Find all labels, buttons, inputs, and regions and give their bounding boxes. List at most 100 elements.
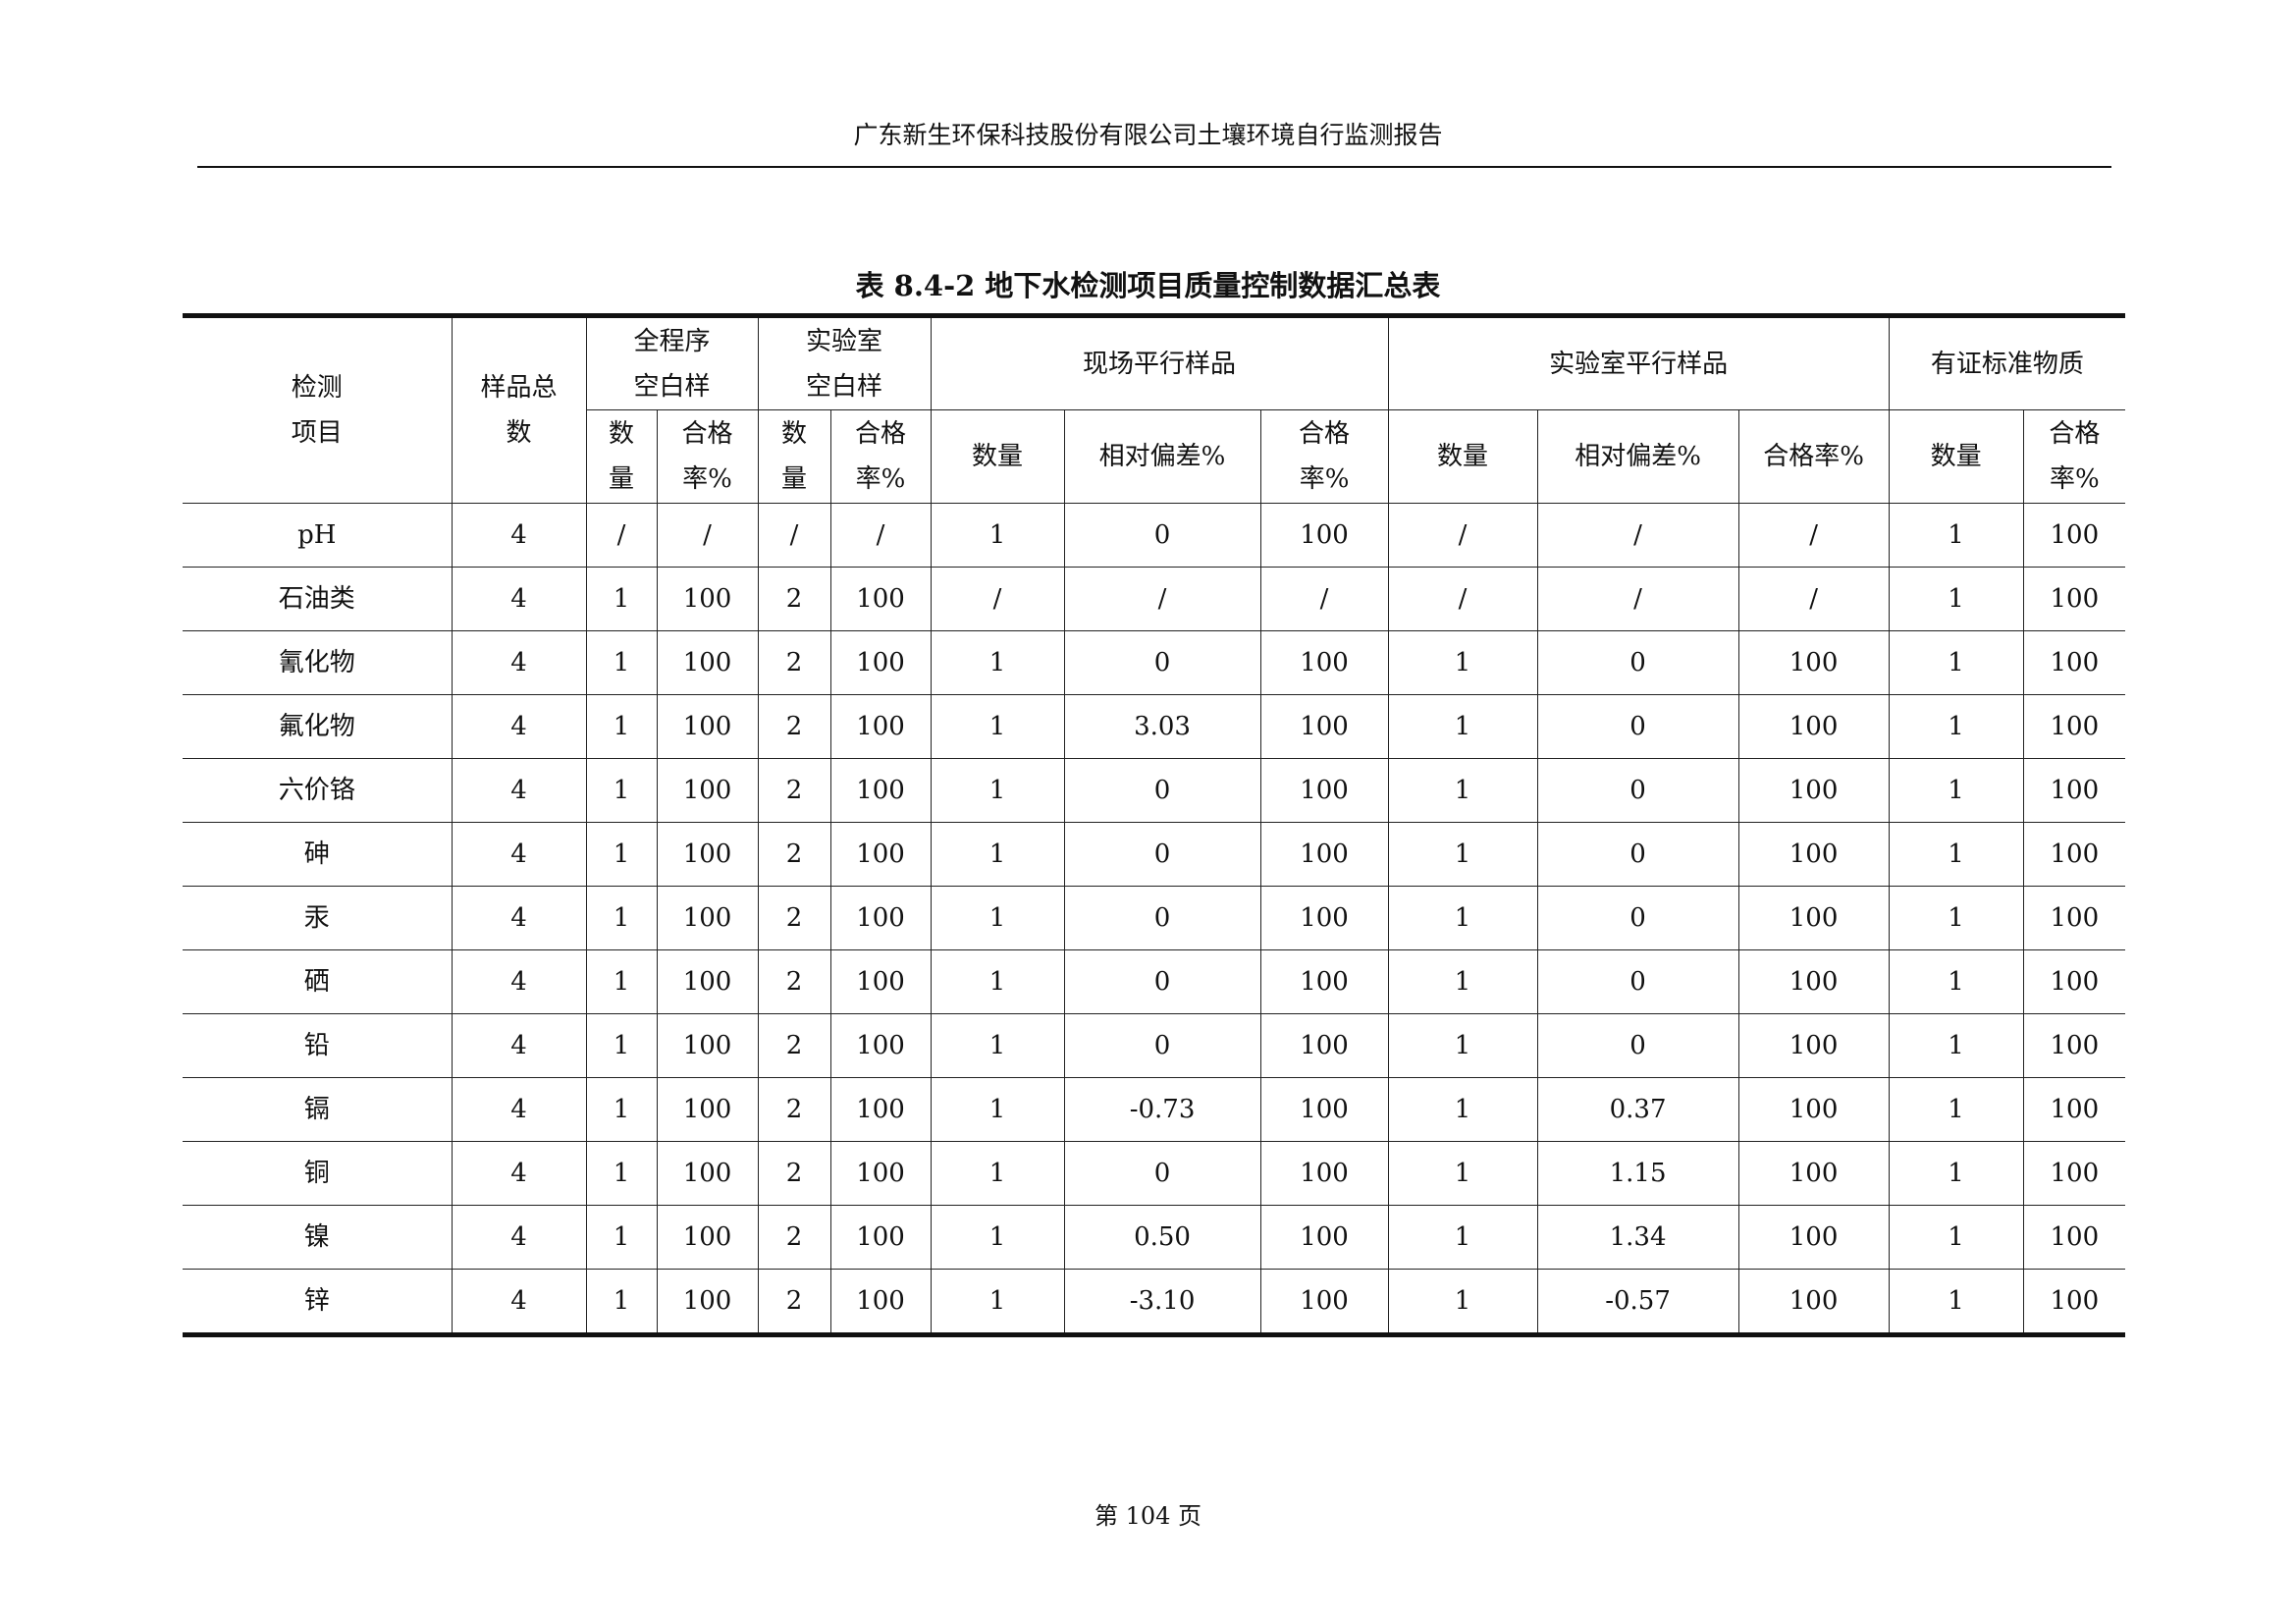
item-name-cell: 锌 (183, 1269, 453, 1335)
table-cell: 1 (930, 1077, 1065, 1142)
table-cell: -3.10 (1063, 1269, 1261, 1335)
table-cell: / (1387, 503, 1538, 568)
table-cell: 2 (757, 694, 831, 759)
table-cell: 1 (1387, 1077, 1538, 1142)
table-cell: 4 (451, 503, 587, 568)
subheader-cell: 合格率% (1259, 409, 1389, 504)
table-cell: 100 (1737, 886, 1890, 950)
table-cell: 100 (656, 758, 759, 823)
header-divider (197, 166, 2111, 168)
table-cell: 2 (757, 1013, 831, 1078)
table-row: 镍 4 1 100 2 100 1 0.50 100 1 1.34 100 1 100 (183, 1205, 2126, 1270)
table-cell: / (1737, 503, 1890, 568)
table-cell: 1 (1387, 1269, 1538, 1335)
table-cell: 100 (829, 1269, 932, 1335)
table-cell: 100 (829, 949, 932, 1014)
table-cell: 100 (2022, 630, 2126, 695)
table-cell: 100 (829, 694, 932, 759)
table-cell: 4 (451, 1269, 587, 1335)
table-cell: / (585, 503, 658, 568)
table-cell: 0 (1063, 949, 1261, 1014)
table-cell: 0 (1063, 1141, 1261, 1206)
table-cell: 1 (585, 630, 658, 695)
header-lab-parallel: 实验室平行样品 (1387, 315, 1890, 410)
table-cell: 1 (585, 567, 658, 631)
subheader-cell: 数量 (586, 409, 658, 504)
table-cell: 100 (2022, 1077, 2126, 1142)
table-cell: 1 (930, 1205, 1065, 1270)
table-cell: 0 (1536, 886, 1739, 950)
item-name-cell: 氰化物 (183, 630, 453, 695)
table-row: 六价铬 4 1 100 2 100 1 0 100 1 0 100 1 100 (183, 758, 2126, 823)
table-cell: 0 (1536, 949, 1739, 1014)
table-row: 氟化物 4 1 100 2 100 1 3.03 100 1 0 100 1 100 (183, 694, 2126, 759)
header-lab-blank: 实验室 空白样 (757, 315, 932, 410)
table-cell: 100 (1259, 822, 1389, 887)
table-cell: 0 (1063, 822, 1261, 887)
table-cell: 1 (585, 1141, 658, 1206)
table-cell: 100 (829, 758, 932, 823)
table-cell: 1 (930, 758, 1065, 823)
table-cell: 1 (930, 1269, 1065, 1335)
table-cell: 100 (1259, 1013, 1389, 1078)
header-sample-total: 样品总数 (451, 315, 587, 504)
table-cell: 1 (1888, 1205, 2024, 1270)
table-cell: 1.34 (1536, 1205, 1739, 1270)
table-cell: 100 (1737, 1269, 1890, 1335)
table-cell: 100 (1259, 1077, 1389, 1142)
item-name-cell: 石油类 (183, 567, 453, 631)
table-cell: 1 (585, 694, 658, 759)
table-cell: 100 (829, 1141, 932, 1206)
subheader-cell: 数量 (1888, 409, 2024, 504)
table-cell: 100 (656, 567, 759, 631)
table-cell: 100 (2022, 758, 2126, 823)
page-header: 广东新生环保科技股份有限公司土壤环境自行监测报告 (853, 121, 1443, 149)
table-cell: / (1737, 567, 1890, 631)
table-cell: 1 (1888, 1269, 2024, 1335)
table-cell: 1 (1387, 630, 1538, 695)
table-cell: 1 (930, 822, 1065, 887)
table-row: 硒 4 1 100 2 100 1 0 100 1 0 100 1 100 (183, 949, 2126, 1014)
subheader-cell: 合格率% (1737, 409, 1890, 504)
table-cell: 100 (1737, 1077, 1890, 1142)
item-name-cell: 汞 (183, 886, 453, 950)
table-cell: 100 (2022, 1269, 2126, 1335)
subheader-cell: 数量 (930, 409, 1065, 504)
table-cell: 100 (656, 694, 759, 759)
table-row: 石油类 4 1 100 2 100// / / //1 100 (183, 567, 2126, 631)
table-cell: 4 (451, 567, 587, 631)
table-cell: 1 (930, 949, 1065, 1014)
table-cell: 0 (1063, 886, 1261, 950)
table-cell: 0 (1063, 503, 1261, 568)
table-cell: 100 (829, 567, 932, 631)
table-cell: 1 (1888, 503, 2024, 568)
table-cell: 2 (757, 567, 831, 631)
table-cell: 100 (2022, 1013, 2126, 1078)
table-cell: 100 (1259, 886, 1389, 950)
table-cell: 100 (1737, 630, 1890, 695)
table-cell: 100 (829, 630, 932, 695)
item-name-cell: 氟化物 (183, 694, 453, 759)
table-cell: 100 (656, 630, 759, 695)
table-cell: 100 (829, 822, 932, 887)
table-cell: 4 (451, 822, 587, 887)
item-name-cell: pH (183, 503, 453, 568)
table-cell: 100 (656, 1141, 759, 1206)
table-cell: 4 (451, 1013, 587, 1078)
item-name-cell: 六价铬 (183, 758, 453, 823)
table-cell: 1 (1387, 1205, 1538, 1270)
page-number: 第 104 页 (1094, 1502, 1202, 1530)
table-row: 氰化物 4 1 100 2 100 1 0 100 1 0 100 1 100 (183, 630, 2126, 695)
subheader-cell: 相对偏差% (1536, 409, 1739, 504)
table-cell: 100 (829, 886, 932, 950)
table-cell: 100 (1737, 694, 1890, 759)
table-cell: 1 (585, 1013, 658, 1078)
table-cell: / (1536, 567, 1739, 631)
table-cell: 1 (930, 1141, 1065, 1206)
table-cell: 1 (1387, 822, 1538, 887)
subheader-cell: 合格率% (2022, 409, 2126, 504)
table-cell: 100 (656, 1013, 759, 1078)
table-cell: 1 (585, 1269, 658, 1335)
table-cell: 100 (1737, 822, 1890, 887)
table-cell: 100 (656, 886, 759, 950)
